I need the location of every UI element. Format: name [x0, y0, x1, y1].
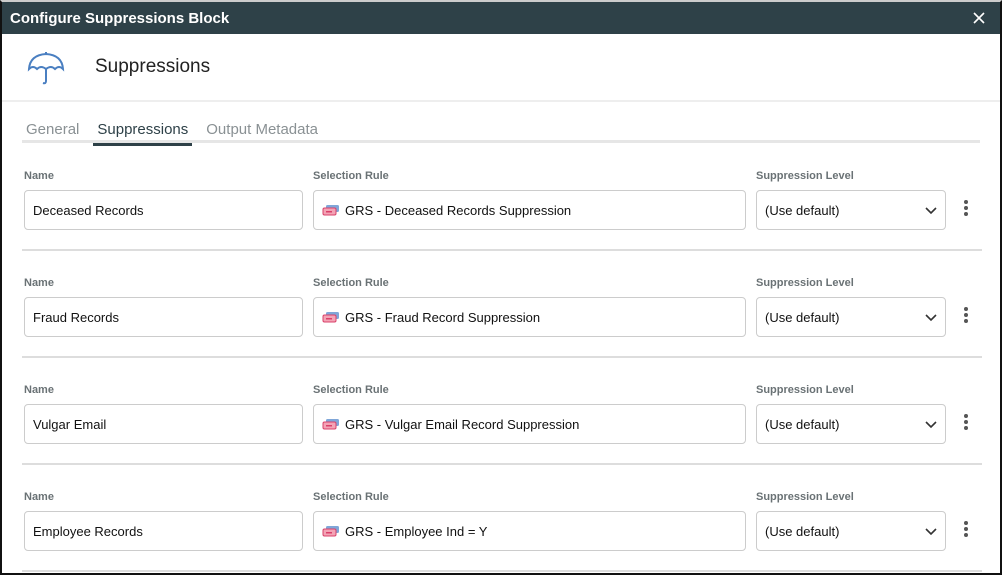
more-options-icon[interactable]: [962, 414, 970, 434]
suppression-row: Name Selection Rule Suppression Level Vu…: [22, 384, 982, 491]
tab-general[interactable]: General: [26, 121, 80, 138]
selection-rule-icon: [322, 526, 339, 537]
suppression-row: Name Selection Rule Suppression Level Em…: [22, 491, 982, 573]
name-input[interactable]: Deceased Records: [24, 190, 303, 230]
suppression-level-value: (Use default): [765, 202, 840, 218]
chevron-down-icon: [925, 314, 937, 322]
suppression-row: Name Selection Rule Suppression Level De…: [22, 170, 982, 277]
tab-suppressions[interactable]: Suppressions: [93, 115, 193, 146]
suppression-level-value: (Use default): [765, 416, 840, 432]
dialog-title: Configure Suppressions Block: [10, 9, 230, 27]
header: Suppressions: [2, 34, 1000, 102]
more-options-icon[interactable]: [962, 521, 970, 541]
suppression-level-select[interactable]: (Use default): [756, 511, 946, 551]
umbrella-icon: [27, 52, 65, 85]
suppression-row: Name Selection Rule Suppression Level Fr…: [22, 277, 982, 384]
title-bar: Configure Suppressions Block: [2, 2, 1000, 34]
name-value: Fraud Records: [33, 309, 119, 325]
selection-rule-field[interactable]: GRS - Deceased Records Suppression: [313, 190, 746, 230]
selection-rule-value: GRS - Deceased Records Suppression: [345, 202, 572, 218]
close-icon[interactable]: [970, 9, 988, 27]
tab-output-metadata[interactable]: Output Metadata: [206, 121, 319, 138]
selection-rule-label: Selection Rule: [313, 170, 389, 182]
name-input[interactable]: Vulgar Email: [24, 404, 303, 444]
tab-bar: General Suppressions Output Metadata: [22, 115, 980, 146]
name-label: Name: [24, 170, 54, 182]
row-divider: [22, 356, 982, 358]
row-divider: [22, 570, 982, 572]
chevron-down-icon: [925, 207, 937, 215]
suppression-level-select[interactable]: (Use default): [756, 297, 946, 337]
name-value: Employee Records: [33, 523, 143, 539]
more-options-icon[interactable]: [962, 200, 970, 220]
selection-rule-value: GRS - Fraud Record Suppression: [345, 309, 541, 325]
name-label: Name: [24, 277, 54, 289]
name-label: Name: [24, 491, 54, 503]
suppression-level-label: Suppression Level: [756, 277, 854, 289]
selection-rule-field[interactable]: GRS - Fraud Record Suppression: [313, 297, 746, 337]
suppression-level-label: Suppression Level: [756, 491, 854, 503]
name-label: Name: [24, 384, 54, 396]
selection-rule-value: GRS - Employee Ind = Y: [345, 523, 488, 539]
selection-rule-value: GRS - Vulgar Email Record Suppression: [345, 416, 580, 432]
suppression-level-value: (Use default): [765, 523, 840, 539]
suppression-level-label: Suppression Level: [756, 384, 854, 396]
chevron-down-icon: [925, 421, 937, 429]
selection-rule-label: Selection Rule: [313, 384, 389, 396]
header-title: Suppressions: [95, 56, 211, 77]
selection-rule-icon: [322, 312, 339, 323]
suppression-level-label: Suppression Level: [756, 170, 854, 182]
name-value: Vulgar Email: [33, 416, 107, 432]
selection-rule-icon: [322, 419, 339, 430]
suppression-level-select[interactable]: (Use default): [756, 190, 946, 230]
selection-rule-icon: [322, 205, 339, 216]
suppression-level-value: (Use default): [765, 309, 840, 325]
selection-rule-label: Selection Rule: [313, 491, 389, 503]
selection-rule-field[interactable]: GRS - Vulgar Email Record Suppression: [313, 404, 746, 444]
row-divider: [22, 249, 982, 251]
name-value: Deceased Records: [33, 202, 144, 218]
selection-rule-label: Selection Rule: [313, 277, 389, 289]
more-options-icon[interactable]: [962, 307, 970, 327]
name-input[interactable]: Employee Records: [24, 511, 303, 551]
selection-rule-field[interactable]: GRS - Employee Ind = Y: [313, 511, 746, 551]
suppression-level-select[interactable]: (Use default): [756, 404, 946, 444]
name-input[interactable]: Fraud Records: [24, 297, 303, 337]
chevron-down-icon: [925, 528, 937, 536]
row-divider: [22, 463, 982, 465]
